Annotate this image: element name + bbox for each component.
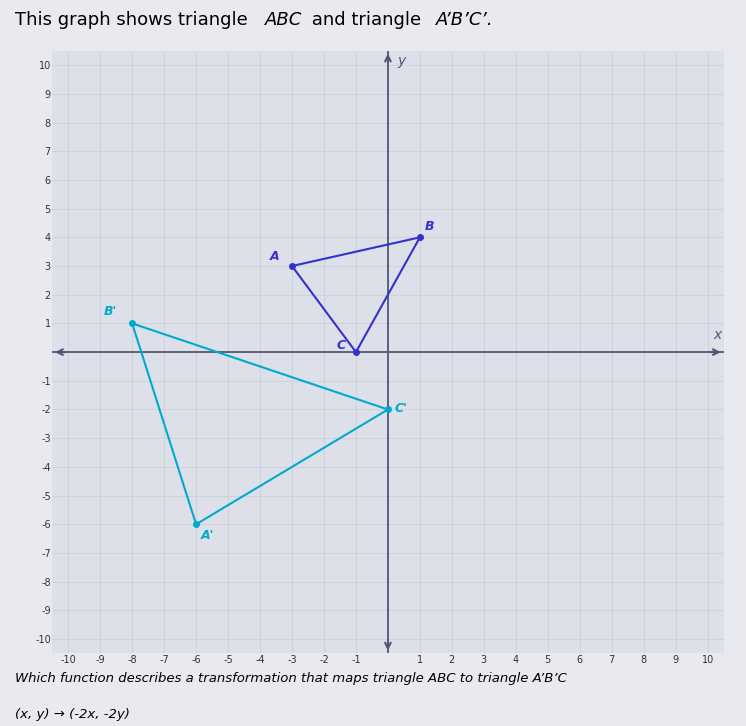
Text: A': A' [201,529,214,542]
Text: This graph shows triangle: This graph shows triangle [15,12,254,29]
Text: A’B’C’.: A’B’C’. [436,12,494,29]
Text: B: B [424,220,434,233]
Text: C: C [336,339,346,352]
Text: y: y [398,54,406,68]
Text: C': C' [395,402,407,415]
Text: and triangle: and triangle [306,12,427,29]
Text: B': B' [104,305,117,318]
Text: ABC: ABC [265,12,302,29]
Text: x: x [714,328,722,342]
Text: Which function describes a transformation that maps triangle ABC to triangle A’B: Which function describes a transformatio… [15,672,567,685]
Text: A: A [269,250,279,264]
Text: (x, y) → (-2x, -2y): (x, y) → (-2x, -2y) [15,708,130,721]
